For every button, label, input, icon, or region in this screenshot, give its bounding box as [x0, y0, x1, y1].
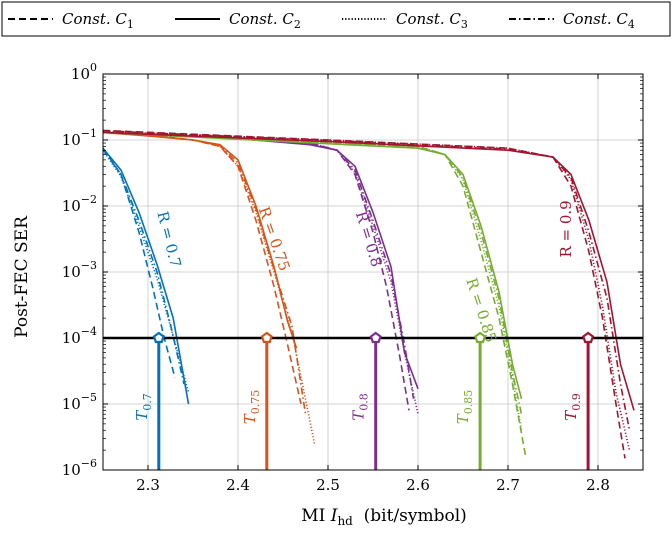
threshold-label-0: T0.7 [133, 393, 154, 421]
rate-label-3: R = 0.85 [462, 276, 500, 345]
curve-r3-s2 [102, 130, 523, 431]
rate-label-4: R = 0.9 [557, 200, 575, 257]
curve-r2-s2 [102, 130, 419, 415]
x-axis-label-main: MI [301, 506, 331, 526]
x-axis-label-symbol: I [330, 506, 338, 526]
curves [102, 129, 635, 459]
rate-label-2: R = 0.8 [352, 209, 386, 269]
legend-label-3: Const. C4 [563, 10, 635, 31]
legend-box [1, 1, 671, 37]
rate-label-0: R = 0.7 [153, 209, 184, 269]
thresholds [103, 331, 643, 470]
x-axis-label: MI Ihd (bit/symbol) [301, 506, 467, 528]
threshold-marker-3 [473, 331, 487, 344]
curve-r0-s2 [102, 149, 190, 393]
curve-r1-s2 [102, 130, 316, 444]
x-axis-label-unit: (bit/symbol) [353, 506, 467, 526]
x-tick-label-0: 2.3 [136, 476, 160, 494]
y-tick-label-5: 10−5 [62, 391, 97, 413]
legend-label-0: Const. C1 [62, 10, 134, 31]
threshold-label-4: T0.9 [562, 393, 583, 421]
axes: 2.3 2.4 2.5 2.6 2.7 2.8 100 10−1 10−2 10−3 10−4 10−… [62, 61, 644, 494]
y-tick-label-2: 10−2 [62, 193, 97, 215]
threshold-marker-2 [369, 331, 382, 344]
threshold-label-3: T0.85 [454, 390, 475, 425]
threshold-label-2: T0.8 [350, 393, 371, 421]
legend-label-1: Const. C2 [229, 10, 301, 31]
threshold-marker-0 [152, 331, 165, 344]
x-tick-label-1: 2.4 [226, 476, 250, 494]
x-tick-label-5: 2.8 [586, 476, 610, 494]
y-tick-label-3: 10−3 [62, 259, 97, 281]
curve-r1-s3 [102, 131, 307, 415]
curve-r1-s0 [102, 130, 302, 405]
threshold-marker-1 [260, 331, 273, 344]
y-axis-label: Post-FEC SER [12, 215, 32, 338]
curve-r4-s0 [102, 129, 626, 459]
curve-r0-s3 [102, 148, 185, 385]
curve-r0-s1 [102, 147, 190, 405]
y-tick-label-0: 100 [71, 61, 97, 83]
curve-r3-s1 [102, 131, 523, 400]
y-tick-label-4: 10−4 [62, 325, 97, 347]
threshold-marker-4 [581, 331, 595, 344]
x-tick-label-2: 2.5 [316, 476, 340, 494]
curve-r3-s3 [102, 131, 523, 415]
legend: Const. C1 Const. C2 Const. C3 Const. C4 [1, 1, 671, 37]
x-tick-label-3: 2.6 [406, 476, 430, 494]
curve-r4-s3 [102, 130, 631, 431]
y-tick-label-6: 10−6 [62, 457, 97, 479]
legend-label-2: Const. C3 [396, 10, 468, 31]
x-tick-label-4: 2.7 [496, 476, 520, 494]
curve-r0-s0 [102, 147, 176, 378]
x-axis-label-subscript: hd [337, 514, 353, 528]
y-tick-label-1: 10−1 [62, 127, 97, 149]
threshold-label-1: T0.75 [241, 390, 262, 425]
curve-r2-s3 [102, 131, 415, 399]
